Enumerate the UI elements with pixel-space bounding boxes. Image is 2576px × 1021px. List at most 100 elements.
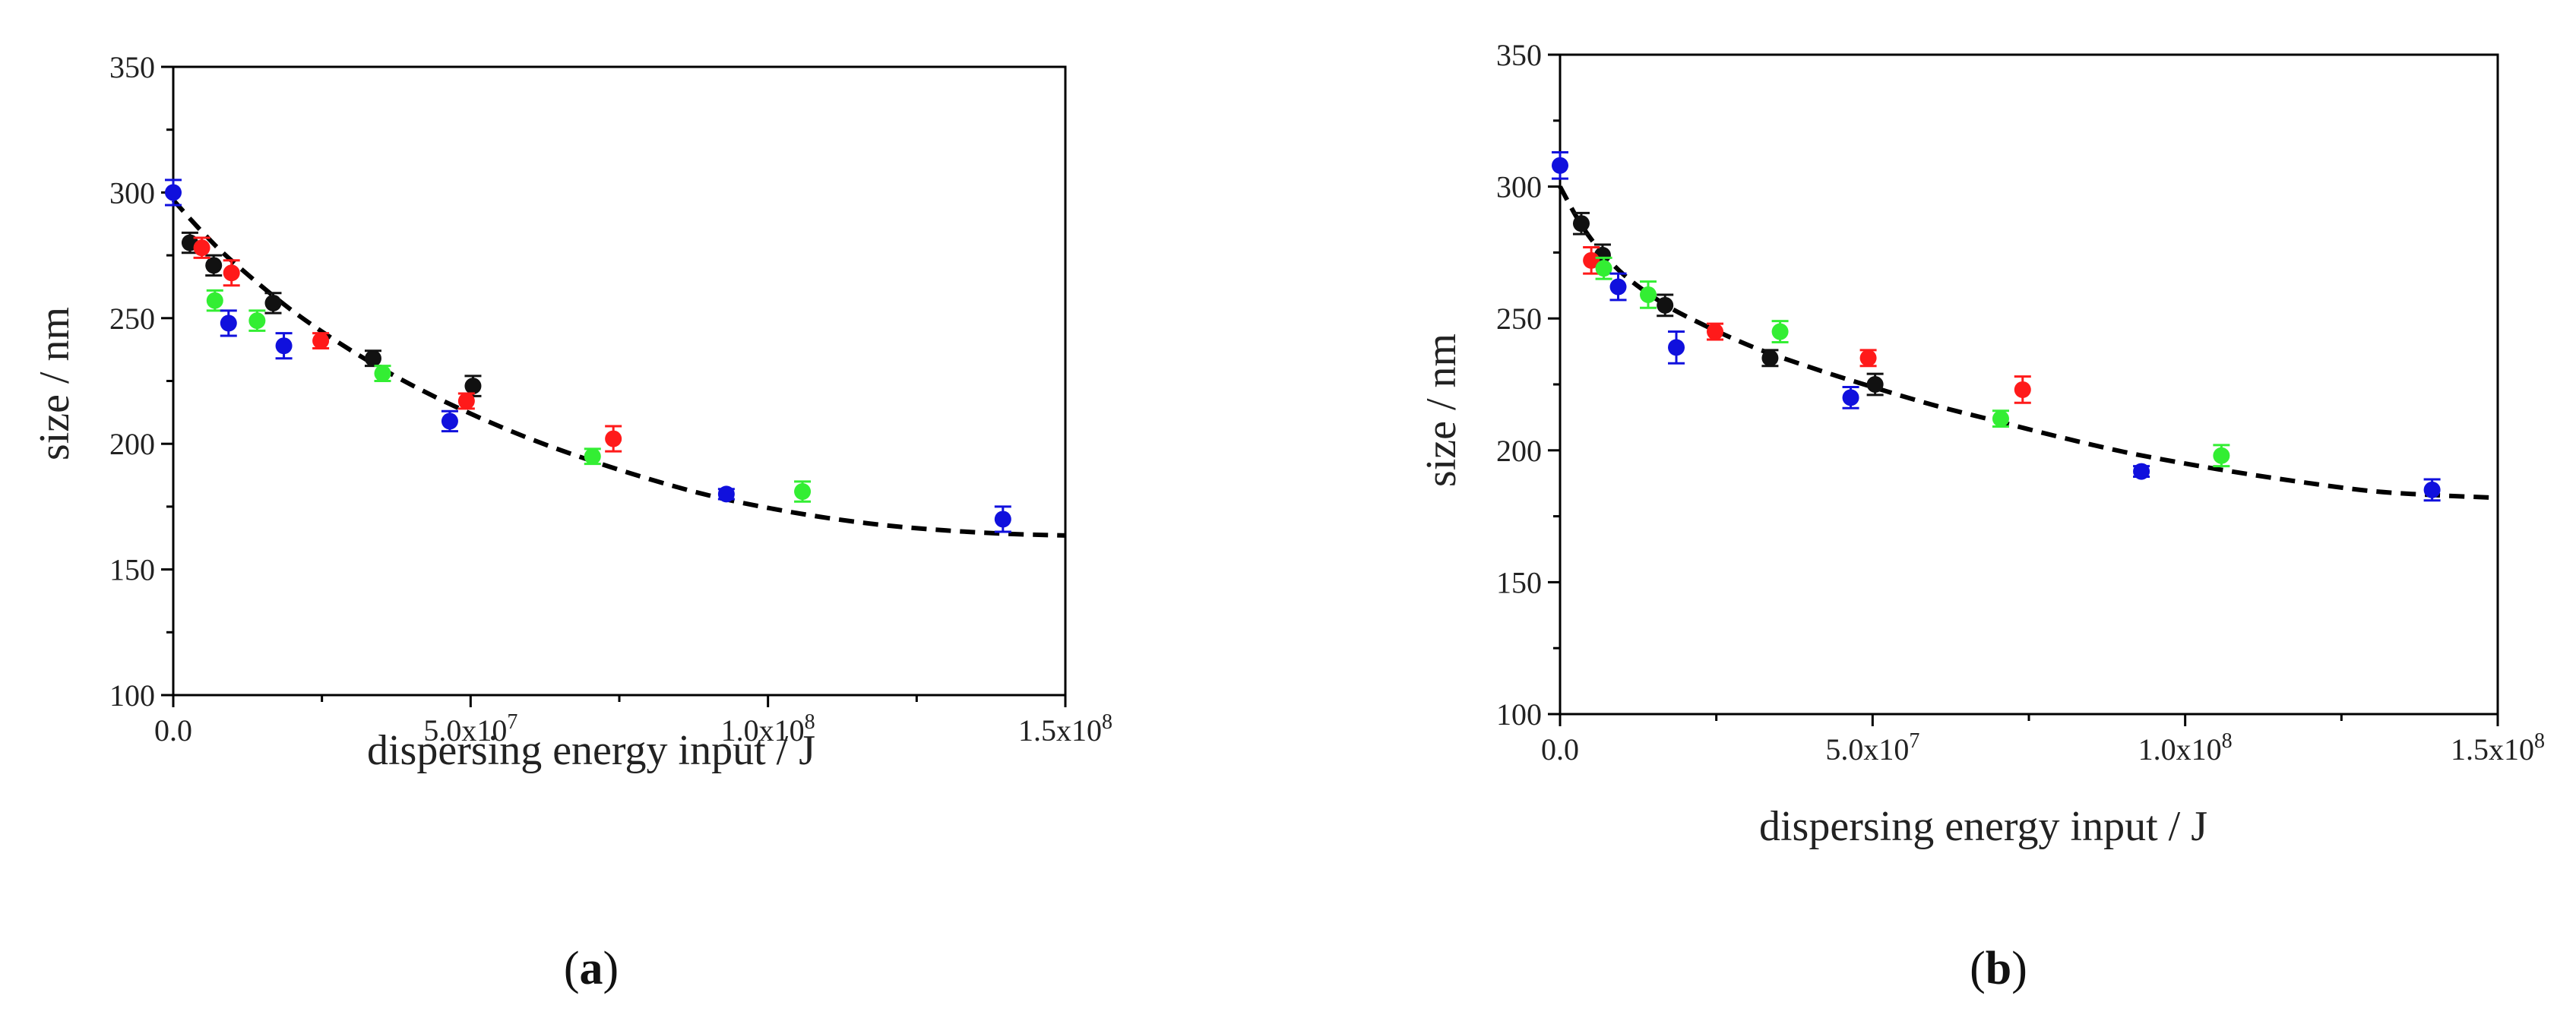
panel-a-marker [220, 315, 237, 332]
panel-a-y-tick-label: 250 [109, 302, 155, 336]
panel-b-data-point [1866, 372, 1884, 397]
panel-b-data-point [2213, 444, 2230, 468]
panel-a-data-point [193, 236, 210, 259]
panel-a-marker [275, 337, 293, 355]
panel-a-series-green [206, 289, 812, 503]
panel-a-marker [464, 378, 482, 395]
panel-b-y-tick-label: 150 [1496, 565, 1542, 599]
panel-b-data-point [1992, 409, 2009, 428]
panel-b-y-tick-label: 300 [1496, 170, 1542, 204]
panel-b-marker [1859, 349, 1877, 367]
panel-a-x-tick-label: 0.0 [154, 713, 192, 748]
panel-b-x-axis-title: dispersing energy input / J [1759, 803, 2207, 850]
panel-b-plot-area: 100 150 200 250 300 350 0.0 5.0x107 1.0x108 1.5x1… [1496, 38, 2545, 767]
panel-a-y-axis-title: size / nm [31, 307, 78, 460]
panel-a-marker [364, 349, 381, 367]
panel-a-marker [457, 392, 475, 409]
panel-b-y-tick-label: 350 [1496, 38, 1542, 72]
panel-b-marker [2213, 447, 2230, 464]
panel-a-marker [717, 485, 735, 503]
panel-a-y-tick-label: 100 [109, 678, 155, 713]
panel-b-x-tick-exponent: 8 [2534, 729, 2545, 753]
panel-b-data-point [2133, 463, 2150, 480]
panel-b-marker [1992, 410, 2009, 428]
panel-a-marker [605, 430, 622, 447]
panel-b-fit-curve [1558, 185, 2498, 501]
panel-b-marker [1639, 286, 1657, 303]
panel-b-data-point [1583, 245, 1600, 275]
panel-a-label: (a) [564, 943, 619, 994]
panel-b-x-tick-label: 0.0 [1541, 732, 1579, 767]
panel-b-marker [1761, 349, 1779, 367]
panel-a-data-point [364, 349, 381, 368]
panel-a-marker [248, 312, 266, 330]
panel-a-marker [205, 257, 223, 274]
panel-a-data-point [374, 365, 391, 382]
panel-a-data-point [220, 309, 237, 337]
panel-a-x-axis-title: dispersing energy input / J [367, 727, 815, 774]
panel-b-x-tick-label: 1.5x108 [2451, 729, 2545, 767]
panel-b-y-axis-title: size / nm [1418, 333, 1465, 487]
panel-b-marker [1552, 156, 1568, 174]
panel-a-data-point [457, 392, 475, 410]
panel-a-data-point [165, 179, 182, 207]
panel-a-data-point [717, 485, 735, 503]
panel-b-data-point [1595, 256, 1612, 280]
panel-a-x-tick-exponent: 8 [1102, 710, 1112, 734]
panel-b-data-point [1859, 349, 1877, 368]
panel-b-data-point [1707, 322, 1724, 341]
panel-a-series-blue [165, 179, 1011, 533]
panel-a-data-point [441, 409, 458, 433]
panel-a-data-point [605, 425, 622, 453]
panel-a-marker [441, 413, 458, 430]
panel-b-data-point [1761, 349, 1779, 368]
panel-a-x-tick-label: 5.0x107 [423, 710, 517, 748]
panel-b-x-tick-label: 1.0x108 [2138, 729, 2233, 767]
panel-b-y-tick-label: 100 [1496, 697, 1542, 732]
panel-b-data-point [1771, 320, 1789, 343]
panel-a-data-point [205, 254, 223, 277]
panel-b-data-point [1657, 293, 1674, 318]
panel-b-marker [1771, 323, 1789, 340]
panel-a-data-point [312, 332, 330, 349]
panel-a-marker [193, 239, 210, 257]
panel-a-marker [794, 483, 812, 501]
panel-a-marker [374, 365, 391, 382]
panel-b-data-point [1639, 280, 1657, 309]
panel-b-marker [1595, 260, 1612, 277]
panel-a-marker [312, 332, 330, 349]
panel-a-y-tick-label: 150 [109, 553, 155, 587]
panel-a-marker [994, 510, 1011, 528]
panel-b-x-tick-exponent: 7 [1909, 729, 1919, 753]
panel-b-marker [1866, 376, 1884, 393]
panel-b-x-tick-exponent: 8 [2222, 729, 2233, 753]
panel-a-y-tick-label: 300 [109, 175, 155, 210]
panel-b-data-point [1842, 385, 1859, 409]
panel-a-data-point [275, 332, 293, 360]
panel-a-data-point [794, 480, 812, 503]
panel-b-y-tick-label: 200 [1496, 434, 1542, 468]
panel-a-data-point [994, 505, 1011, 533]
panel-a-data-point [584, 447, 601, 466]
panel-a-plot-frame [172, 65, 1067, 697]
panel-b-marker [2423, 481, 2441, 498]
panel-a-marker [223, 264, 240, 282]
panel-b-marker [1583, 251, 1600, 269]
panel-a-y-tick-label: 350 [109, 50, 155, 84]
panel-b-series-red [1583, 245, 2031, 404]
panel-a-x-tick-label: 1.0x108 [721, 710, 815, 748]
panel-b-marker [1572, 215, 1590, 232]
panel-b-x-tick-label: 5.0x107 [1825, 729, 1919, 767]
panel-b-chart: 100 150 200 250 300 350 0.0 5.0x107 1.0x108 1.5x1… [1418, 38, 2545, 994]
panel-b-y-tick-label: 250 [1496, 302, 1542, 336]
panel-b-series-black [1572, 211, 1884, 397]
panel-b-marker [2133, 463, 2150, 480]
panel-a-x-tick-exponent: 7 [507, 710, 517, 734]
panel-a-x-tick-label: 1.5x108 [1018, 710, 1112, 748]
panel-a-chart: 100 150 200 250 300 350 0.0 5.0x107 1.0x108 1.5x1… [31, 50, 1112, 994]
panel-a-letter: a [580, 943, 603, 994]
panel-b-data-point [1572, 211, 1590, 235]
panel-a-y-tick-label: 200 [109, 427, 155, 461]
panel-b-marker [2014, 381, 2031, 398]
